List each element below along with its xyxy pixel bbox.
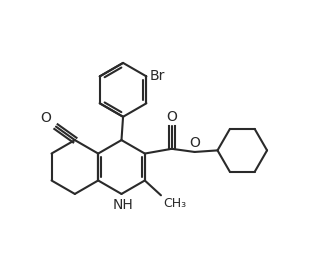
Text: O: O [41, 111, 51, 125]
Text: Br: Br [150, 69, 165, 83]
Text: CH₃: CH₃ [164, 197, 187, 210]
Text: O: O [189, 136, 200, 150]
Text: O: O [166, 110, 177, 124]
Text: NH: NH [113, 198, 133, 212]
